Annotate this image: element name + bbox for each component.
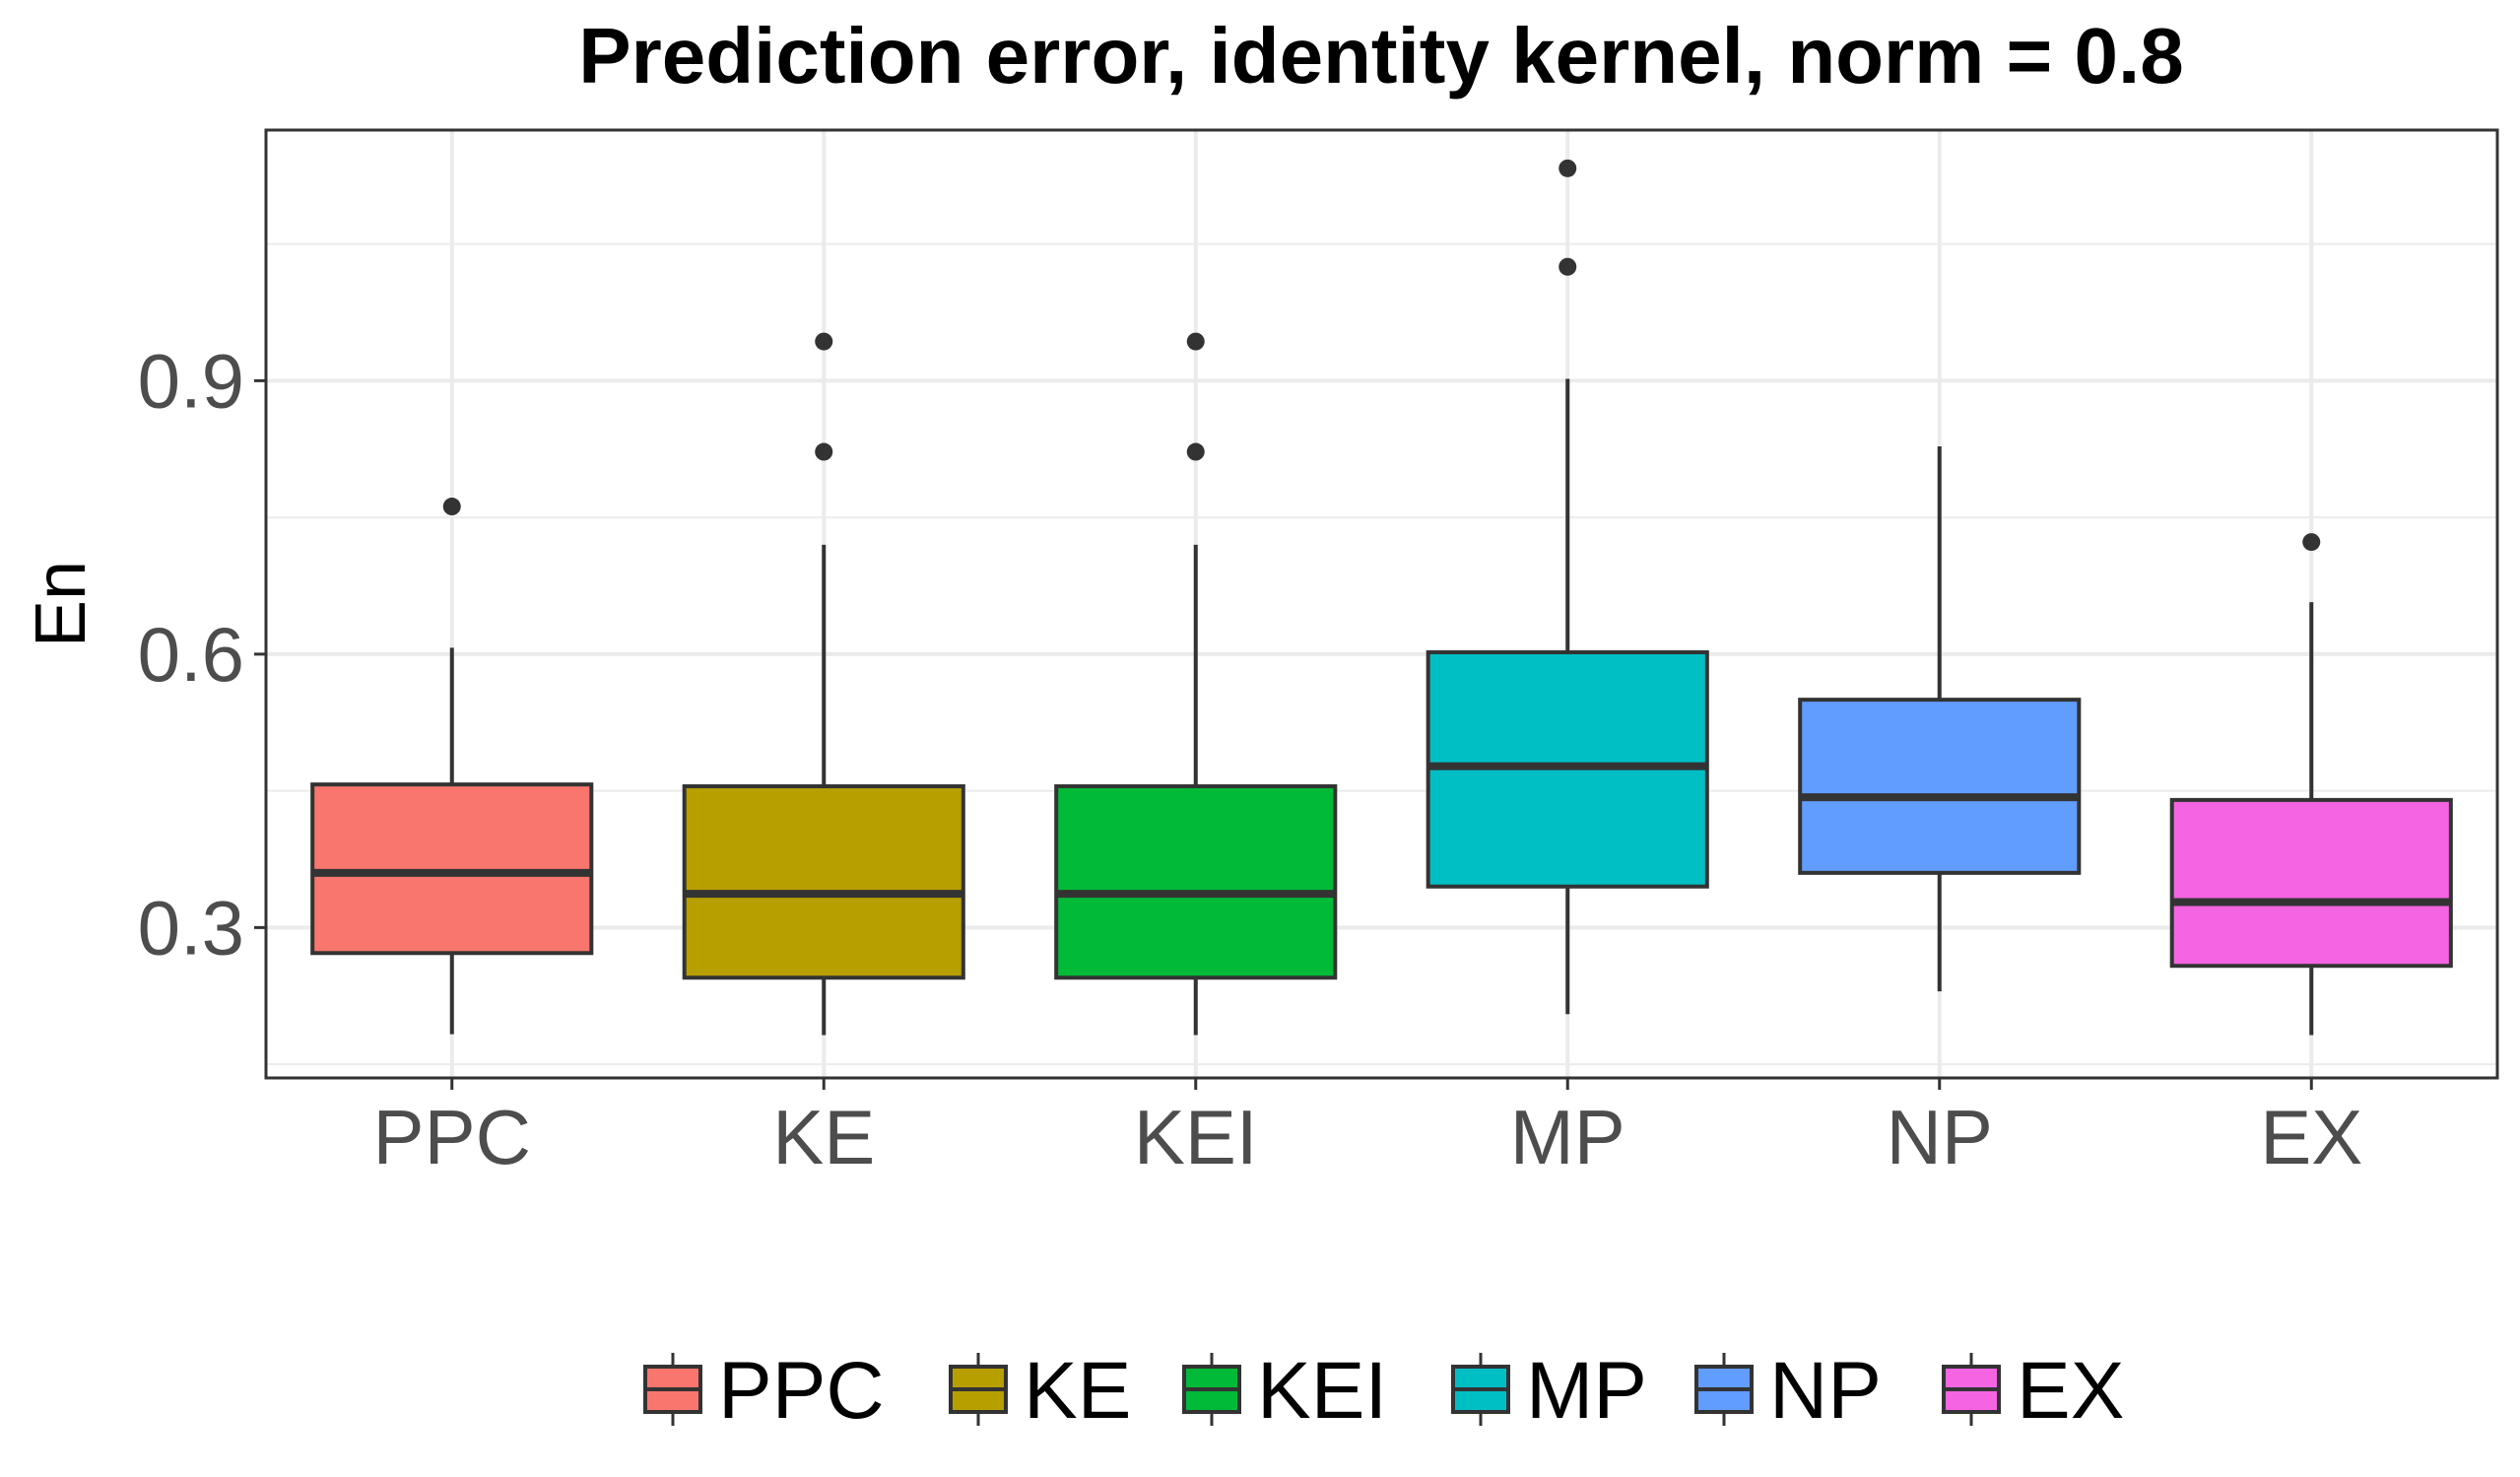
legend-label: KE [1024, 1346, 1131, 1436]
plot-background [266, 130, 2497, 1078]
box-kei [1054, 332, 1338, 1036]
box-mp [1426, 159, 1709, 1015]
box-iqr [1054, 784, 1338, 980]
x-tick-label: KE [772, 1094, 875, 1180]
box-iqr [1798, 698, 2082, 875]
chart-title: Prediction error, identity kernel, norm … [578, 12, 2183, 100]
legend-label: KEI [1257, 1346, 1387, 1436]
y-axis-label: En [22, 561, 100, 647]
outlier-point [815, 332, 833, 351]
legend-item-kei: KEI [1182, 1346, 1387, 1436]
plot-area: 0.3 0.6 0.9 PPC KE KEI MP NP EX [138, 128, 2499, 1180]
legend-item-ex: EX [1942, 1346, 2124, 1436]
legend-label: MP [1526, 1346, 1647, 1436]
legend-item-mp: MP [1451, 1346, 1647, 1436]
plot-border [264, 128, 2499, 1080]
x-tick-label: MP [1510, 1094, 1625, 1180]
box-ex [2169, 533, 2453, 1036]
legend-item-ppc: PPC [643, 1346, 885, 1436]
x-tick-label: EX [2260, 1094, 2362, 1180]
legend-item-ke: KE [949, 1346, 1131, 1436]
outlier-point [1558, 257, 1577, 276]
legend-label: NP [1769, 1346, 1882, 1436]
outlier-point [815, 442, 833, 461]
y-tick-label: 0.9 [138, 337, 244, 424]
x-tick-label: KEI [1134, 1094, 1258, 1180]
legend-label: PPC [718, 1346, 885, 1436]
outlier-point [1558, 159, 1577, 177]
y-tick-label: 0.3 [138, 884, 244, 971]
box-iqr [682, 784, 965, 980]
x-tick-label: NP [1887, 1094, 1993, 1180]
legend: PPC KE KEI MP NP EX [643, 1346, 2124, 1436]
outlier-point [1186, 442, 1205, 461]
box-ppc [310, 498, 594, 1035]
legend-item-np: NP [1694, 1346, 1882, 1436]
outlier-point [1186, 332, 1205, 351]
box-ke [682, 332, 965, 1036]
y-tick-label: 0.6 [138, 611, 244, 698]
box-iqr [310, 782, 594, 956]
outlier-point [442, 498, 461, 516]
legend-label: EX [2017, 1346, 2124, 1436]
outlier-point [2302, 533, 2321, 552]
box-iqr [2169, 797, 2453, 969]
box-np [1798, 445, 2082, 992]
x-tick-label: PPC [373, 1094, 531, 1180]
